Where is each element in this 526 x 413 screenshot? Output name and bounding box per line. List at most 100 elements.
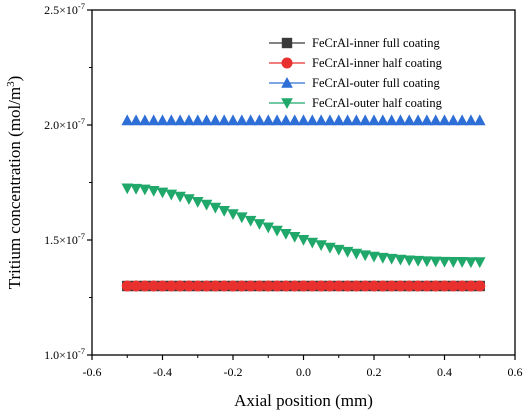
data-point <box>297 114 310 126</box>
data-point <box>429 256 442 268</box>
data-point <box>236 280 248 292</box>
data-point <box>350 248 363 260</box>
data-point <box>147 185 160 197</box>
data-point <box>280 228 292 240</box>
series-4 <box>121 183 486 269</box>
y-tick-label: 1.5×10-7 <box>44 231 85 247</box>
data-point <box>403 280 415 292</box>
data-point <box>130 280 142 292</box>
legend: FeCrAl-inner full coating FeCrAl-inner ha… <box>269 36 443 110</box>
data-point <box>306 280 318 292</box>
data-point <box>315 114 327 126</box>
data-point <box>262 280 274 292</box>
x-tick-label: 0.6 <box>508 365 523 379</box>
data-point <box>130 114 142 126</box>
data-point <box>447 257 460 268</box>
data-point <box>341 246 354 258</box>
y-axis-label: Tritium concentration (mol/m3) <box>5 76 24 290</box>
data-point <box>209 280 221 292</box>
data-point <box>465 257 477 269</box>
data-point <box>174 191 186 203</box>
data-point <box>183 280 195 292</box>
data-point <box>342 280 354 292</box>
data-point <box>227 209 239 221</box>
data-point <box>333 280 345 292</box>
data-point <box>121 114 134 126</box>
data-point <box>165 114 178 126</box>
y-tick-label: 1.0×10-7 <box>44 346 85 362</box>
data-point <box>473 257 486 269</box>
data-point <box>394 114 407 126</box>
data-point <box>438 256 451 268</box>
data-point <box>297 234 310 246</box>
ticks-layer: -0.6 -0.4 -0.2 0.0 0.2 0.4 0.6 1.0×10-7 1.5×10-7… <box>44 1 522 379</box>
data-point <box>394 280 406 292</box>
data-point <box>421 280 433 292</box>
legend-item: FeCrAl-outer full coating <box>269 76 440 90</box>
legend-label: FeCrAl-outer full coating <box>312 76 440 90</box>
data-point <box>350 280 362 292</box>
data-point <box>253 280 265 292</box>
data-point <box>262 222 275 234</box>
data-point <box>200 114 213 126</box>
y-tick-label: 2.0×10-7 <box>44 116 85 132</box>
legend-marker <box>281 77 293 88</box>
data-point <box>385 114 398 126</box>
data-point <box>209 114 222 126</box>
data-point <box>244 114 257 126</box>
data-point <box>253 114 266 126</box>
data-point <box>324 242 336 254</box>
data-point <box>412 255 424 267</box>
data-point <box>298 280 309 292</box>
data-point <box>121 280 133 292</box>
data-point <box>368 280 380 292</box>
data-point <box>200 199 213 211</box>
data-point <box>386 280 398 292</box>
data-point <box>368 251 380 263</box>
data-point <box>474 280 486 292</box>
data-point <box>288 114 301 126</box>
data-point <box>271 114 283 126</box>
data-point <box>218 205 230 217</box>
data-point <box>332 244 345 256</box>
data-point <box>227 114 239 126</box>
data-point <box>245 280 257 292</box>
data-point <box>439 280 450 292</box>
x-tick-label: -0.4 <box>153 365 172 379</box>
data-point <box>359 280 371 292</box>
data-point <box>385 253 398 265</box>
data-point <box>280 114 292 126</box>
x-tick-label: 0.0 <box>296 365 311 379</box>
data-point <box>165 189 178 201</box>
data-point <box>218 114 230 126</box>
data-point <box>183 194 195 206</box>
data-point <box>289 280 301 292</box>
data-point <box>438 114 451 126</box>
plot-frame <box>91 9 516 356</box>
data-point <box>209 202 222 214</box>
data-point <box>324 114 336 126</box>
data-point <box>315 240 327 252</box>
data-point <box>192 280 204 292</box>
data-point <box>262 114 275 126</box>
data-point <box>368 114 380 126</box>
data-point <box>156 187 169 199</box>
data-point <box>359 250 371 262</box>
data-point <box>271 280 283 292</box>
legend-marker <box>281 57 293 69</box>
data-point <box>394 254 407 266</box>
legend-marker <box>281 37 293 49</box>
legend-label: FeCrAl-inner half coating <box>312 56 443 70</box>
x-tick-label: 0.2 <box>367 365 382 379</box>
data-point <box>218 280 230 292</box>
data-point <box>456 280 468 292</box>
data-point <box>288 231 301 243</box>
data-point <box>377 114 389 126</box>
data-point <box>165 280 177 292</box>
data-point <box>350 114 363 126</box>
data-point <box>280 280 292 292</box>
data-point <box>147 114 160 126</box>
data-point <box>227 280 239 292</box>
data-point <box>244 215 257 227</box>
data-point <box>473 114 486 126</box>
